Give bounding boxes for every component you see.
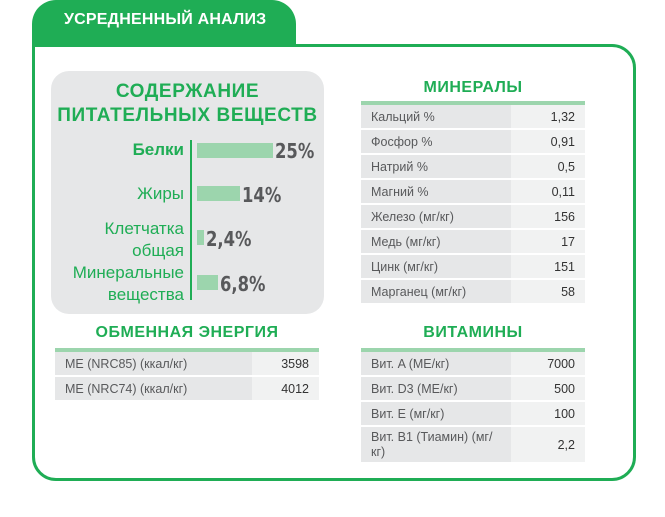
energy-value: 3598 — [252, 352, 319, 375]
nutrient-label-protein: Белки — [132, 140, 184, 159]
vitamins-table: Вит. A (ME/кг) 7000 Вит. D3 (ME/кг) 500 Ви… — [361, 348, 585, 464]
table-row: Натрий % 0,5 — [361, 155, 585, 180]
page-title: УСРЕДНЕННЫЙ АНАЛИЗ — [64, 11, 267, 28]
mineral-label: Марганец (мг/кг) — [361, 280, 511, 303]
nutrient-value-fat: 14% — [241, 183, 281, 207]
table-row: Магний % 0,11 — [361, 180, 585, 205]
nutrients-title-line2: ПИТАТЕЛЬНЫХ ВЕЩЕСТВ — [57, 105, 318, 126]
mineral-label: Цинк (мг/кг) — [361, 255, 511, 278]
nutrient-label-fiber-1: Клетчатка — [104, 219, 185, 238]
table-row: Железо (мг/кг) 156 — [361, 205, 585, 230]
nutrient-value-fiber: 2,4% — [206, 227, 252, 251]
energy-table-topbar — [55, 348, 319, 352]
table-row: ME (NRC74) (ккал/кг) 4012 — [55, 377, 319, 402]
table-row: Вит. A (ME/кг) 7000 — [361, 352, 585, 377]
table-row: Марганец (мг/кг) 58 — [361, 280, 585, 305]
mineral-label: Натрий % — [361, 155, 511, 178]
minerals-table-topbar — [361, 101, 585, 105]
mineral-value: 0,5 — [511, 155, 585, 178]
mineral-label: Железо (мг/кг) — [361, 205, 511, 228]
nutrient-label-fiber-2: общая — [132, 241, 184, 260]
mineral-value: 0,91 — [511, 130, 585, 153]
nutrient-bar-fiber — [197, 230, 205, 245]
vitamin-value: 100 — [511, 402, 585, 425]
mineral-label: Медь (мг/кг) — [361, 230, 511, 253]
table-row: Фосфор % 0,91 — [361, 130, 585, 155]
vitamin-value: 7000 — [511, 352, 585, 375]
vitamin-label: Вит. A (ME/кг) — [361, 352, 511, 375]
nutrient-label-minerals-2: вещества — [107, 285, 184, 304]
table-row: ME (NRC85) (ккал/кг) 3598 — [55, 352, 319, 377]
energy-value: 4012 — [252, 377, 319, 400]
vitamin-label: Вит. E (мг/кг) — [361, 402, 511, 425]
vitamin-value: 2,2 — [511, 427, 585, 462]
content-frame — [32, 44, 636, 481]
nutrient-value-protein: 25% — [275, 139, 315, 163]
mineral-label: Магний % — [361, 180, 511, 203]
mineral-value: 1,32 — [511, 105, 585, 128]
nutrient-value-minerals: 6,8% — [219, 272, 266, 296]
mineral-value: 151 — [511, 255, 585, 278]
table-row: Вит. D3 (ME/кг) 500 — [361, 377, 585, 402]
mineral-label: Кальций % — [361, 105, 511, 128]
mineral-value: 17 — [511, 230, 585, 253]
vitamin-label: Вит. D3 (ME/кг) — [361, 377, 511, 400]
vitamin-label: Вит. B1 (Тиамин) (мг/кг) — [361, 427, 511, 462]
nutrients-panel — [51, 71, 324, 314]
table-row: Кальций % 1,32 — [361, 105, 585, 130]
mineral-value: 0,11 — [511, 180, 585, 203]
minerals-table: Кальций % 1,32 Фосфор % 0,91 Натрий % 0,5 М… — [361, 101, 585, 305]
nutrients-axis — [190, 140, 192, 300]
vitamins-title: ВИТАМИНЫ — [423, 324, 523, 341]
energy-table: ME (NRC85) (ккал/кг) 3598 ME (NRC74) (кк… — [55, 348, 319, 402]
nutrient-label-fat: Жиры — [137, 184, 184, 203]
mineral-value: 156 — [511, 205, 585, 228]
nutrient-bar-minerals — [197, 275, 218, 290]
nutrients-title-line1: СОДЕРЖАНИЕ — [115, 81, 260, 102]
nutrient-label-minerals-1: Минеральные — [72, 263, 184, 282]
minerals-title: МИНЕРАЛЫ — [423, 79, 523, 96]
nutrient-bar-protein — [197, 143, 274, 158]
vitamin-value: 500 — [511, 377, 585, 400]
table-row: Медь (мг/кг) 17 — [361, 230, 585, 255]
header-tab — [32, 0, 296, 47]
table-row: Цинк (мг/кг) 151 — [361, 255, 585, 280]
energy-label: ME (NRC74) (ккал/кг) — [55, 377, 252, 400]
mineral-label: Фосфор % — [361, 130, 511, 153]
vitamins-table-topbar — [361, 348, 585, 352]
table-row: Вит. B1 (Тиамин) (мг/кг) 2,2 — [361, 427, 585, 464]
mineral-value: 58 — [511, 280, 585, 303]
nutrient-bar-fat — [197, 186, 240, 201]
table-row: Вит. E (мг/кг) 100 — [361, 402, 585, 427]
energy-label: ME (NRC85) (ккал/кг) — [55, 352, 252, 375]
energy-title: ОБМЕННАЯ ЭНЕРГИЯ — [95, 324, 279, 341]
